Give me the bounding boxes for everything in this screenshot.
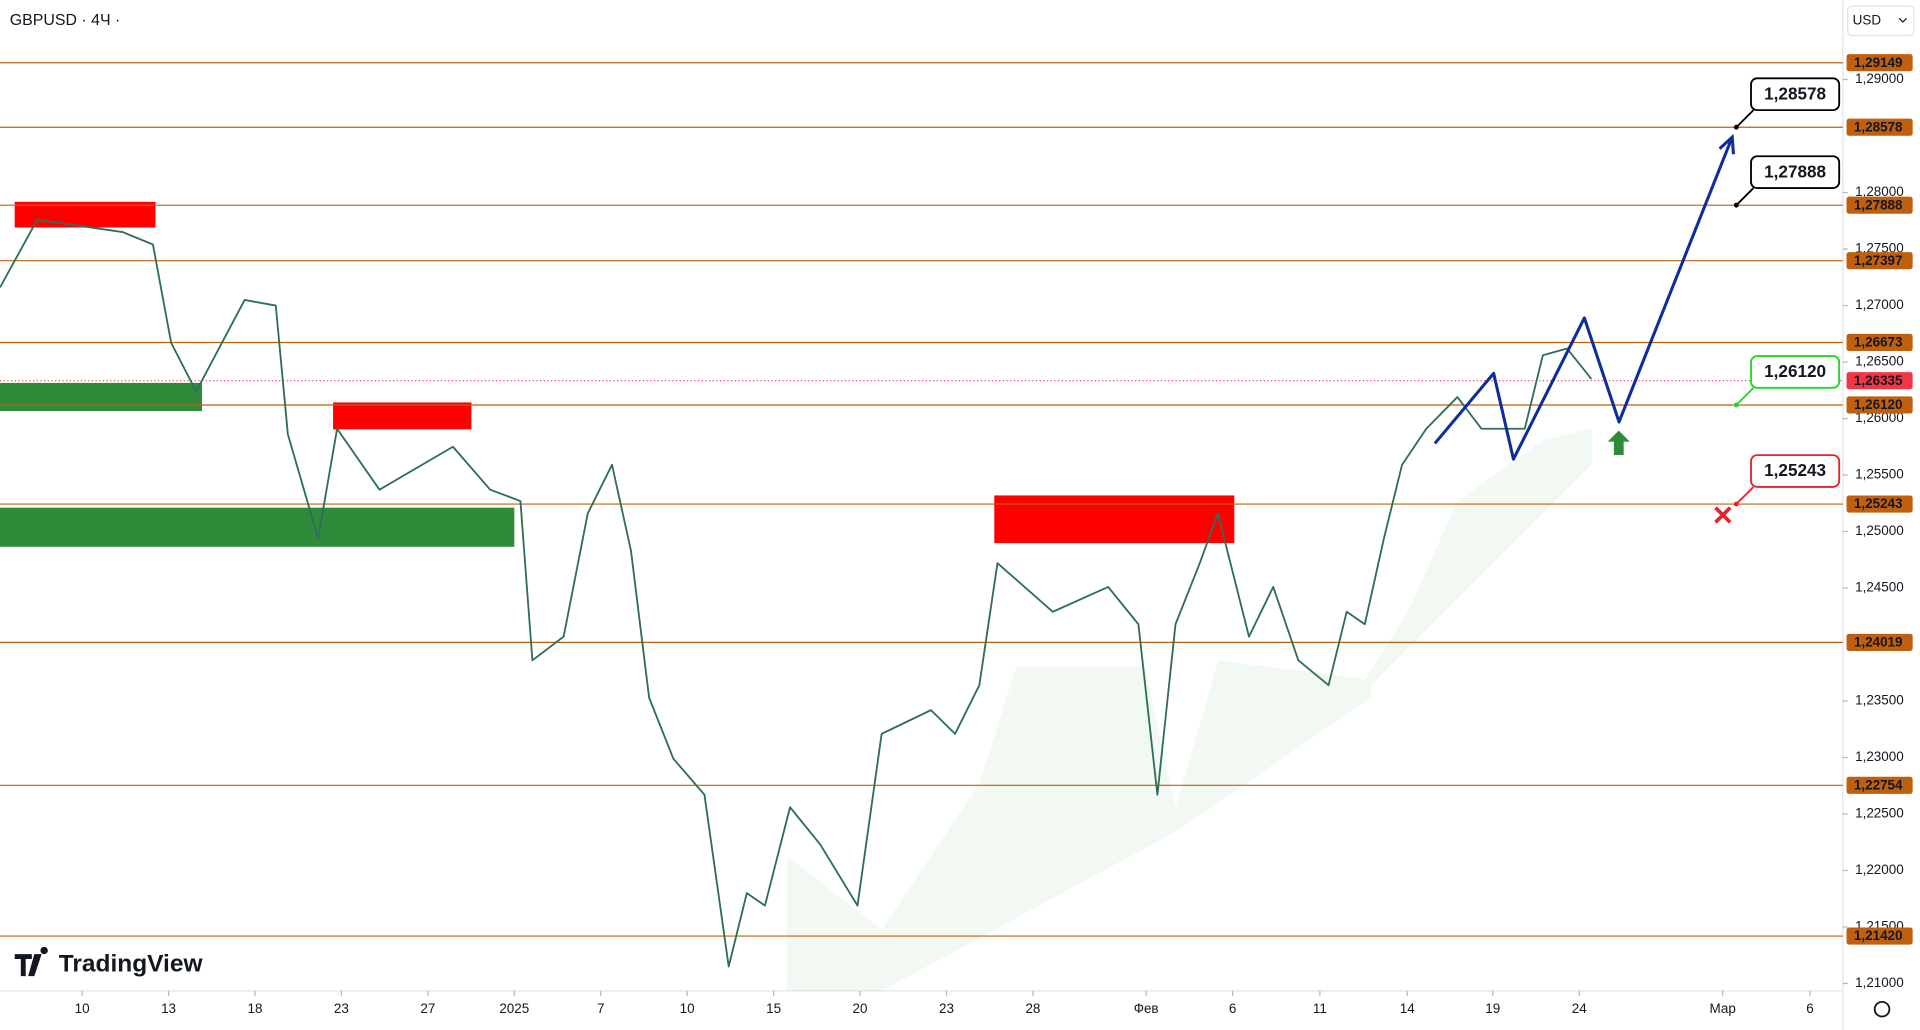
x-tick-label: 2025 — [499, 1001, 529, 1016]
y-tick-label: 1,27500 — [1855, 241, 1904, 256]
x-tick-label: 20 — [853, 1001, 868, 1016]
callout-box — [1750, 454, 1841, 488]
x-tick-label: Мар — [1710, 1001, 1736, 1016]
current-price-box — [1846, 372, 1913, 390]
level-label-box — [1846, 927, 1913, 945]
symbol-title: GBPUSD · 4Ч · — [10, 12, 121, 29]
callout-box — [1750, 155, 1841, 189]
level-label: 1,22754 — [1854, 777, 1903, 792]
x-tick-label: 23 — [939, 1001, 954, 1016]
dropdown-icon — [1898, 17, 1907, 23]
level-label-box — [1846, 118, 1913, 136]
projection-line — [1433, 136, 1734, 461]
callout-pointer — [1735, 187, 1755, 206]
settings-icon[interactable] — [1873, 1000, 1891, 1018]
current-price-label: 1,26335 — [1854, 373, 1903, 388]
x-tick-label: 28 — [1025, 1001, 1040, 1016]
y-tick-label: 1,22000 — [1855, 862, 1904, 877]
callout-pointer — [1735, 387, 1755, 406]
y-tick-label: 1,23500 — [1855, 693, 1904, 708]
y-tick-label: 1,24500 — [1855, 580, 1904, 595]
plot-area — [0, 62, 1843, 968]
callout-box — [1750, 355, 1841, 389]
y-tick-label: 1,26500 — [1855, 354, 1904, 369]
price-line — [0, 218, 1593, 968]
supply-zone — [14, 201, 156, 228]
callout-label: 1,25243 — [1764, 460, 1826, 480]
level-label: 1,27397 — [1854, 253, 1903, 268]
callout-label: 1,27888 — [1764, 161, 1826, 181]
y-tick-label: 1,21000 — [1855, 975, 1904, 990]
level-label: 1,21420 — [1854, 928, 1903, 943]
y-tick-label: 1,22500 — [1855, 806, 1904, 821]
callout-pointer — [1735, 109, 1755, 128]
currency-label[interactable]: USD — [1853, 12, 1882, 27]
demand-zone — [0, 382, 203, 412]
level-label: 1,29149 — [1854, 55, 1903, 70]
level-label-box — [1846, 776, 1913, 794]
x-tick-label: 19 — [1485, 1001, 1500, 1016]
level-label-box — [1846, 252, 1913, 270]
callout-label: 1,26120 — [1764, 361, 1826, 381]
level-label: 1,25243 — [1854, 496, 1903, 511]
level-label: 1,27888 — [1854, 197, 1903, 212]
y-tick-label: 1,29000 — [1855, 71, 1904, 86]
x-tick-label: 11 — [1313, 1001, 1327, 1016]
x-tick-label: 24 — [1572, 1001, 1587, 1016]
arrow-head — [1718, 133, 1735, 155]
x-tick-label: 23 — [334, 1001, 349, 1016]
x-tick-label: 14 — [1400, 1001, 1415, 1016]
stop-mark — [1714, 506, 1732, 524]
demand-zone — [0, 507, 515, 547]
y-tick-label: 1,25000 — [1855, 523, 1904, 538]
callout-box — [1750, 77, 1841, 112]
x-tick-label: 6 — [1806, 1001, 1813, 1016]
x-tick-label: 6 — [1229, 1001, 1236, 1016]
x-tick-label: 13 — [161, 1001, 176, 1016]
x-tick-label: 15 — [766, 1001, 781, 1016]
y-tick-label: 1,23000 — [1855, 749, 1904, 764]
level-label-box — [1846, 196, 1913, 214]
level-label: 1,24019 — [1854, 635, 1903, 650]
x-tick-label: 7 — [597, 1001, 604, 1016]
currency-button[interactable] — [1847, 5, 1915, 37]
y-tick-label: 1,28000 — [1855, 184, 1904, 199]
logo-icon — [14, 946, 48, 977]
level-label: 1,28578 — [1854, 119, 1903, 134]
x-tick-label: Фев — [1134, 1001, 1159, 1016]
y-tick-label: 1,25500 — [1855, 467, 1904, 482]
level-label-box — [1846, 396, 1913, 414]
level-label-box — [1846, 495, 1913, 513]
trend-fill — [787, 428, 1592, 991]
level-label-box — [1846, 633, 1913, 651]
level-label-box — [1846, 333, 1913, 352]
level-label: 1,26673 — [1854, 335, 1903, 350]
y-tick-label: 1,26000 — [1855, 410, 1904, 425]
x-tick-label: 10 — [75, 1001, 90, 1016]
buy-arrow — [1607, 430, 1630, 456]
supply-zone — [333, 402, 472, 430]
supply-zone — [994, 495, 1235, 544]
callout-pointer — [1735, 486, 1755, 505]
level-label: 1,26120 — [1854, 397, 1903, 412]
logo-text: TradingView — [59, 951, 204, 978]
x-tick-label: 18 — [248, 1001, 263, 1016]
level-label-box — [1846, 54, 1913, 72]
x-tick-label: 27 — [420, 1001, 435, 1016]
x-tick-label: 10 — [680, 1001, 695, 1016]
y-tick-label: 1,27000 — [1855, 297, 1904, 312]
callout-label: 1,28578 — [1764, 83, 1826, 103]
